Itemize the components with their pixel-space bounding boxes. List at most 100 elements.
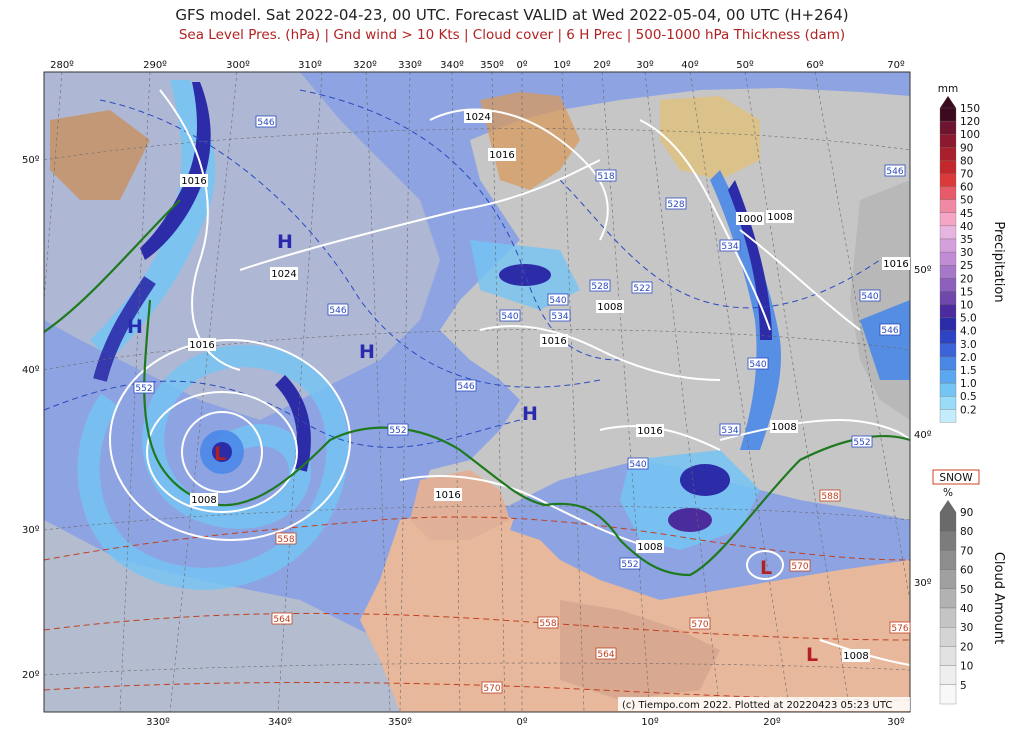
precip-swatch [939,291,957,305]
precip-swatch [939,212,957,227]
cloud-colorbar: % 90 80 70 60 50 40 30 20 10 5 Cloud Amount [939,487,1006,705]
thickness-label: 528 [667,200,684,210]
precip-swatch [939,186,957,200]
precip-swatch [939,409,957,423]
precip-core-east [728,180,772,340]
thickness-label: 552 [621,560,638,570]
precip-band-far-east [860,300,910,380]
thickness-label: 534 [721,426,738,436]
precip-swatch [939,382,957,397]
cloud-swatch [939,627,957,647]
terrain-scandinavia [480,92,580,190]
top-lon-labels: 280º 290º 300º 310º 320º 330º 340º 350º … [50,60,905,71]
cloud-level-label: 10 [960,661,973,673]
lon-label: 290º [143,60,167,71]
precip-level-label: 150 [960,103,980,115]
thickness-label: 558 [539,619,556,629]
thickness-label: 528 [591,282,608,292]
map-frame [44,72,910,712]
thickness-label: 546 [329,306,346,316]
lon-label: 40º [681,60,699,71]
lon-label: 10º [641,717,659,728]
lon-label: 320º [353,60,377,71]
lon-label: 330º [146,717,170,728]
thickness-label: 558 [277,535,294,545]
isobar-label: 1008 [637,542,662,553]
cloud-swatch [939,607,957,628]
lon-label: 30º [636,60,654,71]
cloud-swatches [939,511,957,705]
terrain-greenland [50,110,150,200]
thickness-label: 546 [886,167,903,177]
graticule [44,72,910,712]
lat-label: 30º [914,578,932,589]
thickness-label: 518 [597,172,614,182]
pressure-centers: H H H H L L L [127,231,818,666]
precip-level-label: 1.5 [960,365,977,377]
low-pressure-center: L [760,557,772,579]
thickness-lines-red [44,516,910,701]
thickness-label: 546 [881,326,898,336]
precip-level-label: 10 [960,300,973,312]
isobar-label: 1016 [883,259,908,270]
thickness-label: 570 [791,562,808,572]
isobar-label: 1016 [435,490,460,501]
precip-swatches [939,107,957,423]
isobar-label: 1008 [597,302,622,313]
lat-label: 40º [914,430,932,441]
precip-core-west [140,82,211,260]
lon-label: 350º [388,717,412,728]
precip-swatch [939,238,957,253]
cloud-swatch [939,684,957,705]
thickness-label: 564 [273,615,290,625]
left-lat-labels: 50º 40º 30º 20º [22,155,40,681]
lon-label: 350º [480,60,504,71]
cloud-level-label: 90 [960,507,973,519]
thickness-labels-red: 558 564 558 564 570 570 570 576 588 552 [271,435,911,694]
low-pressure-center: L [214,443,226,465]
front-line [44,199,910,577]
precip-swatch [939,304,957,318]
land-europe [420,88,910,520]
high-pressure-center: H [127,316,143,338]
isobar-label: 1000 [737,214,762,225]
thickness-label: 534 [551,312,568,322]
cloud-title: Cloud Amount [991,552,1006,644]
precip-swatch [939,356,957,371]
precip-swatch [939,330,957,344]
thickness-label: 540 [629,460,646,470]
cloud-labels: 90 80 70 60 50 40 30 20 10 5 [960,507,973,692]
snow-badge: SNOW [932,469,980,485]
precip-level-label: 90 [960,142,973,154]
chart-subtitle: Sea Level Pres. (hPa) | Gnd wind > 10 Kt… [178,27,846,43]
precip-swatch [939,160,957,174]
cloud-atlantic-north [44,72,440,420]
lon-label: 20º [763,717,781,728]
cloud-level-label: 30 [960,622,973,634]
thickness-label: 588 [821,492,838,502]
cloud-swatch [939,588,957,609]
precip-level-label: 25 [960,260,973,272]
precip-level-label: 35 [960,234,973,246]
precip-core-central [499,264,551,286]
right-lat-labels: 50º 40º 30º [914,265,932,589]
precip-swatch [939,343,957,358]
precip-swatch [939,265,957,279]
isobar-label: 1016 [189,340,214,351]
precip-core-med-south [668,508,712,532]
precip-level-label: 15 [960,286,973,298]
isobar-label: 1016 [489,150,514,161]
lon-label: 50º [736,60,754,71]
lon-label: 330º [398,60,422,71]
isobar-labels: 1016 1024 1024 1016 1016 1016 1016 1008 … [180,110,910,662]
high-pressure-center: H [359,341,375,363]
precip-level-label: 1.0 [960,378,977,390]
cloud-swatch [939,665,957,685]
lon-label: 0º [516,60,527,71]
land-north-africa [360,510,910,712]
precip-swatch [939,396,957,410]
isobar-label: 1016 [541,336,566,347]
thickness-label: 546 [457,382,474,392]
lat-label: 20º [22,670,40,681]
precip-level-label: 60 [960,182,973,194]
